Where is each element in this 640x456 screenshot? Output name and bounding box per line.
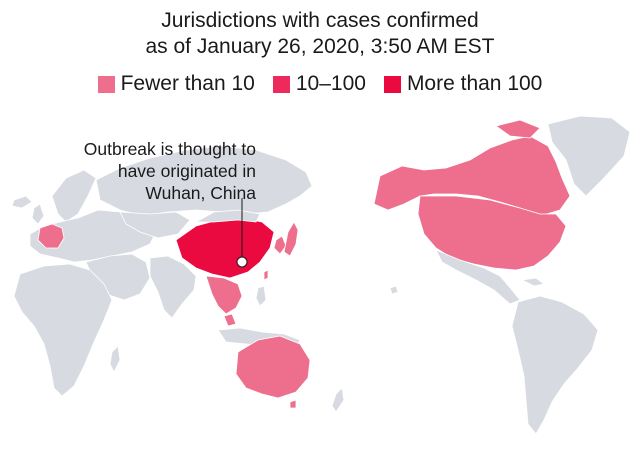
southeast-asia (205, 275, 243, 315)
tasmania (289, 399, 297, 409)
united-states (417, 195, 567, 271)
legend-label-fewer-than-10: Fewer than 10 (120, 72, 255, 95)
legend-item-10-100: 10–100 (272, 72, 366, 96)
philippines (255, 285, 267, 307)
legend-label-more-than-100: More than 100 (406, 72, 543, 95)
united-kingdom (31, 203, 45, 225)
france (37, 223, 65, 249)
wuhan-marker (236, 256, 248, 268)
greenland (547, 115, 631, 197)
title-line-2: as of January 26, 2020, 3:50 AM EST (145, 35, 495, 58)
iceland (11, 195, 33, 209)
taiwan (263, 269, 269, 281)
hawaii (389, 285, 399, 295)
china (175, 217, 275, 279)
wuhan-annotation: Outbreak is thought to have originated i… (6, 138, 256, 204)
india (149, 255, 197, 319)
central-asia (119, 211, 191, 239)
annotation-line-2: have originated in (117, 161, 256, 181)
australia (235, 335, 311, 399)
madagascar (109, 345, 121, 373)
malaysia (223, 313, 237, 327)
new-zealand (331, 387, 345, 413)
scandinavia (51, 169, 97, 223)
south-america (511, 295, 599, 435)
africa (13, 263, 113, 397)
title-line-1: Jurisdictions with cases confirmed (161, 9, 479, 32)
arctic-islands (495, 119, 541, 139)
legend-item-fewer-than-10: Fewer than 10 (97, 72, 255, 96)
legend-item-more-than-100: More than 100 (383, 72, 543, 96)
legend: Fewer than 10 10–100 More than 100 (0, 72, 640, 96)
legend-swatch-fewer-than-10 (97, 75, 115, 93)
legend-swatch-10-100 (272, 75, 290, 93)
mexico (435, 249, 521, 305)
map-title: Jurisdictions with cases confirmed as of… (0, 8, 640, 60)
japan (283, 221, 299, 257)
canada (373, 135, 571, 217)
caribbean (521, 277, 545, 287)
world-map (11, 115, 631, 435)
mongolia (195, 209, 261, 223)
annotation-line-3: Wuhan, China (145, 183, 256, 203)
legend-swatch-more-than-100 (383, 75, 401, 93)
annotation-line-1: Outbreak is thought to (83, 139, 256, 159)
legend-label-10-100: 10–100 (295, 72, 366, 95)
south-korea (273, 235, 287, 255)
